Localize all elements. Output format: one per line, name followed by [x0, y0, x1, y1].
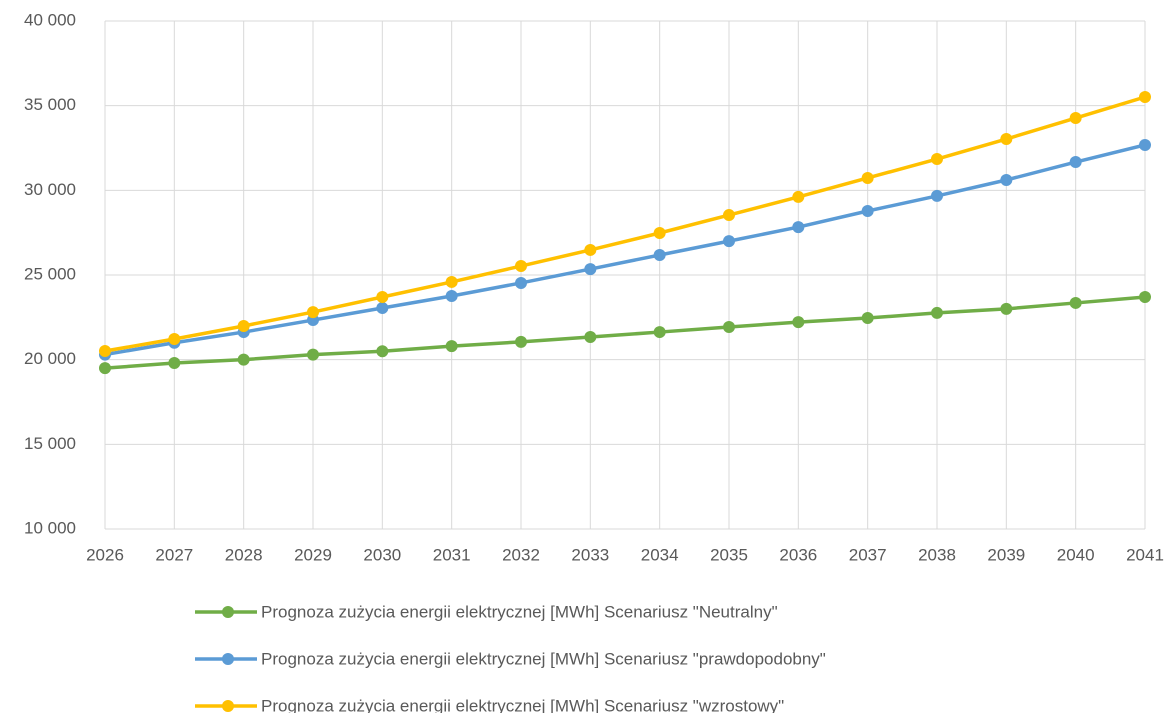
data-point: [168, 357, 181, 370]
data-point: [653, 227, 666, 240]
legend-label: Prognoza zużycia energii elektrycznej [M…: [261, 649, 826, 668]
data-point: [445, 275, 458, 288]
x-tick-label: 2038: [918, 545, 956, 564]
data-point: [792, 316, 805, 329]
data-point: [1000, 302, 1013, 315]
y-tick-label: 35 000: [24, 95, 76, 114]
data-point: [445, 340, 458, 353]
data-point: [376, 345, 389, 358]
data-point: [1139, 138, 1151, 151]
data-point: [931, 306, 943, 319]
data-point: [237, 353, 250, 366]
data-point: [931, 189, 943, 202]
data-point: [376, 291, 389, 304]
data-point: [861, 171, 874, 184]
legend-label: Prognoza zużycia energii elektrycznej [M…: [261, 696, 784, 713]
y-tick-label: 25 000: [24, 264, 76, 283]
data-point: [723, 235, 735, 248]
legend-marker: [222, 653, 234, 665]
series-line: [104, 295, 1146, 370]
x-tick-label: 2027: [155, 545, 193, 564]
legend-label: Prognoza zużycia energii elektrycznej [M…: [261, 602, 778, 621]
x-tick-label: 2032: [502, 545, 540, 564]
data-point: [861, 204, 874, 217]
data-point: [515, 335, 527, 348]
x-tick-label: 2031: [433, 545, 471, 564]
x-tick-label: 2028: [225, 545, 263, 564]
x-tick-label: 2037: [849, 545, 887, 564]
x-tick-label: 2033: [571, 545, 609, 564]
data-point: [307, 348, 319, 361]
series-line: [104, 95, 1146, 353]
data-point: [653, 326, 666, 339]
data-point: [861, 312, 874, 325]
data-point: [99, 362, 111, 375]
data-point: [1000, 133, 1013, 146]
data-point: [1069, 296, 1082, 309]
data-point: [99, 345, 111, 358]
data-point: [1069, 112, 1082, 125]
data-point: [168, 333, 181, 346]
y-tick-label: 30 000: [24, 180, 76, 199]
legend-marker: [222, 606, 234, 618]
data-point: [1000, 174, 1013, 187]
data-point: [1139, 291, 1151, 304]
data-point: [445, 289, 458, 302]
data-point: [584, 243, 597, 256]
data-point: [584, 263, 597, 276]
x-tick-label: 2035: [710, 545, 748, 564]
data-point: [931, 153, 943, 166]
data-point: [515, 260, 527, 273]
legend-marker: [222, 700, 234, 712]
data-point: [653, 249, 666, 262]
data-point: [723, 320, 735, 333]
x-tick-label: 2026: [86, 545, 124, 564]
data-point: [584, 330, 597, 343]
data-point: [1069, 156, 1082, 169]
x-tick-label: 2029: [294, 545, 332, 564]
x-tick-label: 2036: [779, 545, 817, 564]
data-point: [1139, 91, 1151, 104]
y-tick-label: 40 000: [24, 10, 76, 29]
data-point: [792, 190, 805, 203]
x-tick-label: 2039: [987, 545, 1025, 564]
data-point: [307, 306, 319, 319]
x-tick-label: 2040: [1057, 545, 1095, 564]
x-tick-label: 2041: [1126, 545, 1164, 564]
y-tick-label: 15 000: [24, 434, 76, 453]
y-tick-label: 20 000: [24, 349, 76, 368]
data-point: [376, 302, 389, 315]
data-point: [515, 276, 527, 289]
series-line: [104, 143, 1146, 357]
x-tick-label: 2034: [641, 545, 679, 564]
x-tick-label: 2030: [363, 545, 401, 564]
y-tick-label: 10 000: [24, 518, 76, 537]
data-point: [723, 209, 735, 222]
data-point: [792, 221, 805, 234]
data-point: [237, 319, 250, 332]
